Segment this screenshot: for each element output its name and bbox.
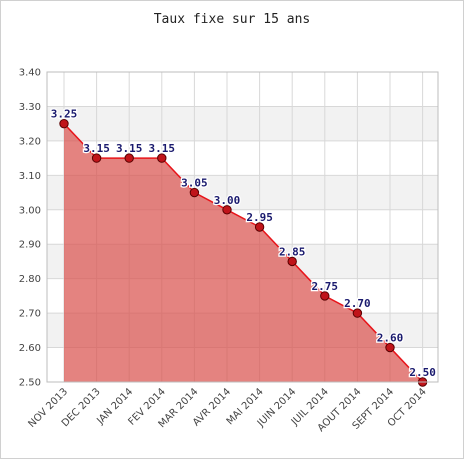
data-point xyxy=(320,291,330,301)
data-labels: 3.25 3.15 3.15 3.15 3.05 3.00 2.95 2.85 2.75 2.70… xyxy=(50,106,438,380)
data-point xyxy=(254,222,265,232)
y-tick-label: 3.20 xyxy=(19,136,41,147)
y-tick-label: 2.80 xyxy=(19,274,41,285)
data-label: 2.75 xyxy=(312,280,339,293)
plot-border xyxy=(46,71,439,383)
data-label: 2.85 xyxy=(279,245,306,258)
data-label: 3.25 xyxy=(51,108,78,121)
y-tick-label: 2.50 xyxy=(19,378,41,389)
data-label: 3.00 xyxy=(214,194,241,207)
data-label: 3.15 xyxy=(116,142,143,155)
data-label: 2.70 xyxy=(344,297,371,310)
y-tick-label: 2.70 xyxy=(19,309,41,320)
data-points xyxy=(59,118,428,387)
data-point xyxy=(59,118,69,129)
data-point xyxy=(222,205,232,215)
data-point xyxy=(124,153,134,163)
data-point xyxy=(91,153,102,163)
data-label: 2.60 xyxy=(377,332,404,345)
data-label: 3.05 xyxy=(181,177,208,190)
y-tick-label: 2.90 xyxy=(19,240,41,251)
y-tick-label: 3.30 xyxy=(19,102,41,113)
data-label: 2.95 xyxy=(246,211,273,224)
data-label: 2.50 xyxy=(409,366,436,379)
y-tick-label: 3.40 xyxy=(19,68,41,79)
y-axis-ticks: 2.50 2.60 2.70 2.80 2.90 3.00 3.10 3.20 3.30 3.40 xyxy=(19,68,41,389)
y-tick-label: 3.10 xyxy=(19,171,41,182)
chart-title: Taux fixe sur 15 ans xyxy=(153,12,311,27)
series-line xyxy=(63,123,424,383)
data-point xyxy=(157,153,167,163)
y-tick-label: 3.00 xyxy=(19,205,41,216)
y-tick-label: 2.60 xyxy=(19,343,41,354)
grid-band xyxy=(47,106,438,141)
data-point xyxy=(352,308,363,318)
data-label: 3.15 xyxy=(83,142,110,155)
data-point xyxy=(385,342,395,353)
data-point xyxy=(189,187,200,198)
data-point xyxy=(287,256,297,267)
series-area xyxy=(64,123,423,383)
data-label: 3.15 xyxy=(149,142,176,155)
